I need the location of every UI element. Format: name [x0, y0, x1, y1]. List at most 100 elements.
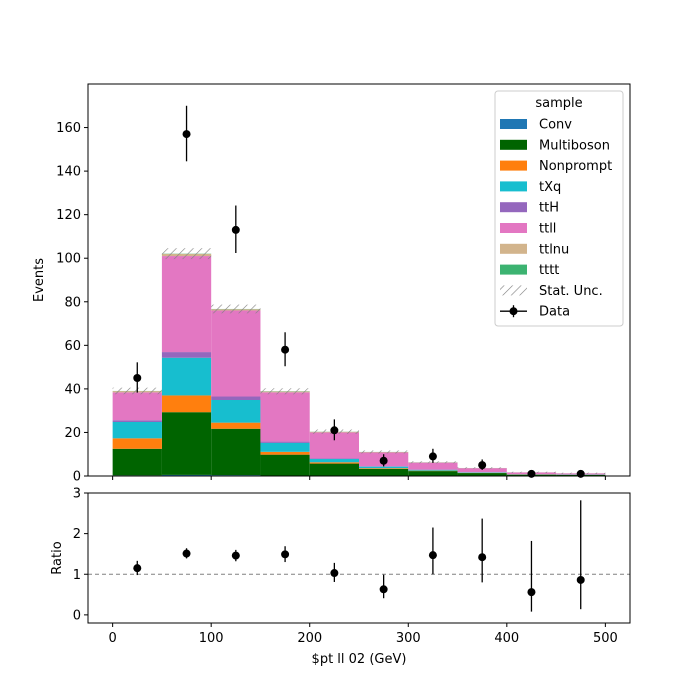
legend-label-data: Data: [539, 305, 570, 320]
bar-txq-6: [408, 469, 458, 471]
bar-txq-4: [309, 459, 359, 463]
bar-multiboson-4: [309, 463, 359, 476]
legend-swatch-tttt: [500, 264, 527, 275]
main-x-ticks: [112, 476, 606, 480]
legend-swatch-stat-unc: [500, 285, 527, 296]
xtick-label: 300: [396, 631, 421, 646]
bar-multiboson-7: [457, 473, 507, 476]
data-point-5: [379, 456, 388, 465]
bar-multiboson-6: [408, 471, 458, 476]
ratio-point-8: [527, 588, 536, 597]
data-point-7: [478, 461, 487, 470]
legend-swatch-multiboson: [500, 139, 527, 150]
bar-txq-0: [112, 421, 162, 439]
bar-multiboson-3: [260, 454, 310, 476]
bar-tth-4: [309, 458, 359, 460]
ratio-y-label: Ratio: [50, 541, 65, 574]
bar-nonprompt-5: [359, 468, 409, 469]
main-ytick-label: 20: [64, 426, 81, 441]
main-ytick-label: 160: [56, 121, 81, 136]
legend: sample Conv Multiboson Nonprompt tXq ttH ttll…: [494, 90, 624, 327]
data-points: [133, 105, 585, 478]
bar-multiboson-5: [359, 468, 409, 476]
ratio-point-7: [478, 553, 487, 562]
legend-label-txq: tXq: [539, 180, 561, 195]
main-y-ticks: 0 20 40 60 80 100 120 140 160: [56, 121, 88, 485]
data-point-9: [576, 469, 585, 478]
data-point-3: [281, 345, 290, 354]
bar-tth-3: [260, 441, 310, 443]
legend-label-ttlnu: ttlnu: [539, 242, 569, 257]
ratio-point-3: [281, 550, 290, 559]
bar-txq-2: [211, 399, 261, 423]
bar-txq-1: [161, 357, 212, 396]
data-point-6: [428, 452, 437, 461]
bar-ttll-6: [408, 462, 458, 470]
stacked-bars: [112, 253, 606, 476]
ratio-point-2: [231, 551, 240, 560]
ratio-x-ticks: 0 100 200 300 400 500: [108, 623, 618, 646]
xtick-label: 200: [297, 631, 322, 646]
bar-multiboson-0: [112, 448, 162, 476]
ratio-ytick-label: 3: [73, 487, 81, 502]
legend-label-conv: Conv: [539, 118, 572, 133]
xtick-label: 400: [494, 631, 519, 646]
stat-unc-band-2: [211, 304, 261, 314]
legend-label-multiboson: Multiboson: [539, 138, 610, 153]
main-y-label: Events: [32, 258, 47, 302]
xtick-label: 0: [108, 631, 116, 646]
bar-multiboson-2: [211, 428, 261, 476]
legend-swatch-tth: [500, 202, 527, 213]
legend-label-ttll: ttll: [539, 222, 556, 237]
legend-swatch-txq: [500, 181, 527, 192]
bar-nonprompt-2: [211, 422, 261, 429]
ratio-point-5: [379, 585, 388, 594]
bar-txq-5: [359, 466, 409, 469]
legend-label-tttt: tttt: [539, 263, 559, 278]
bar-nonprompt-0: [112, 438, 162, 449]
legend-swatch-ttll: [500, 223, 527, 233]
ratio-point-6: [428, 551, 437, 560]
main-ytick-label: 60: [64, 339, 81, 354]
main-axes-frame: [87, 83, 631, 477]
bar-nonprompt-1: [161, 395, 212, 413]
ratio-ytick-label: 1: [73, 568, 81, 583]
data-point-1: [182, 130, 191, 139]
stat-unc-band-1: [161, 248, 212, 260]
stat-unc-band-3: [260, 388, 310, 395]
ratio-point-4: [330, 569, 339, 578]
xtick-label: 500: [593, 631, 618, 646]
ratio-points: [133, 500, 585, 612]
xtick-label: 100: [199, 631, 224, 646]
ratio-point-0: [133, 564, 142, 573]
legend-swatch-data-marker: [509, 307, 518, 316]
main-ytick-label: 140: [56, 165, 81, 180]
stat-unc-band-5: [359, 450, 409, 454]
bar-ttll-0: [112, 392, 162, 421]
bar-tth-0: [112, 420, 162, 422]
bar-nonprompt-3: [260, 451, 310, 455]
legend-swatch-conv: [500, 119, 527, 129]
legend-entries: Conv Multiboson Nonprompt tXq ttH ttll ttlnu tt…: [500, 118, 612, 320]
legend-title: sample: [535, 96, 582, 111]
bar-ttll-1: [161, 256, 212, 353]
ratio-ytick-label: 0: [73, 608, 81, 623]
data-point-4: [330, 426, 339, 435]
main-panel: 0 20 40 60 80 100 120 140 160 Events: [32, 83, 631, 485]
legend-label-nonprompt: Nonprompt: [539, 159, 612, 174]
bar-tth-1: [161, 352, 212, 358]
data-point-2: [231, 225, 240, 234]
bar-multiboson-1: [161, 412, 212, 475]
ratio-y-ticks: 0 1 2 3: [73, 487, 88, 623]
data-point-0: [133, 374, 142, 382]
ratio-point-1: [182, 549, 191, 558]
bar-ttll-7: [457, 468, 507, 473]
data-point-8: [527, 469, 536, 478]
legend-label-tth: ttH: [539, 201, 559, 216]
ratio-ytick-label: 2: [73, 527, 81, 542]
legend-label-stat-unc: Stat. Unc.: [539, 284, 603, 299]
ratio-panel: 0 1 2 3 0 100 200 300 400 500 Ratio $pt ll 02 (G…: [50, 487, 631, 667]
main-ytick-label: 80: [64, 295, 81, 310]
main-ytick-label: 0: [73, 470, 81, 485]
